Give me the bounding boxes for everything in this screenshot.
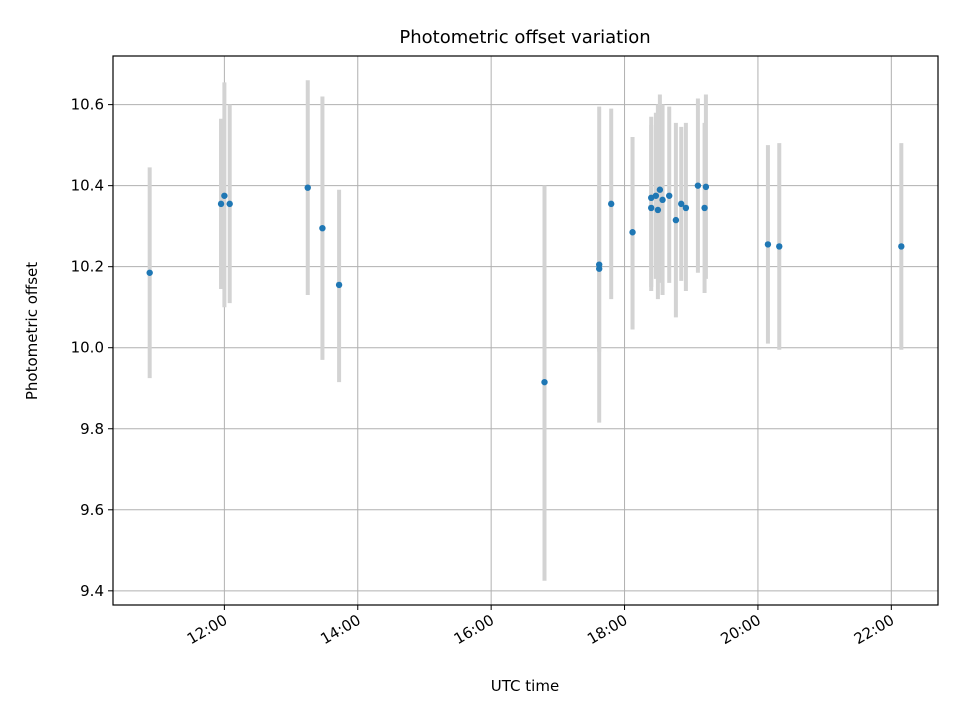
chart-title: Photometric offset variation (399, 27, 650, 48)
data-point (672, 216, 680, 224)
y-axis-label: Photometric offset (23, 262, 41, 400)
data-point (694, 182, 702, 189)
data-point (652, 192, 660, 199)
data-point (648, 204, 655, 212)
data-point (335, 281, 343, 289)
data-point (776, 243, 783, 250)
data-point (898, 243, 905, 250)
data-point (146, 269, 153, 276)
data-point (656, 186, 664, 193)
y-tick-label: 9.8 (80, 420, 104, 438)
data-point (217, 200, 225, 208)
x-axis-label: UTC time (491, 677, 559, 695)
data-points (146, 182, 905, 386)
data-point (702, 183, 710, 191)
data-point (682, 204, 690, 212)
data-point (304, 184, 311, 191)
plot-frame (112, 55, 939, 606)
y-tick-label: 9.4 (80, 582, 104, 600)
data-point (701, 204, 708, 212)
y-tick-label: 9.6 (80, 501, 104, 519)
data-point (226, 200, 233, 208)
y-tick-label: 10.0 (71, 339, 104, 357)
data-point (221, 192, 228, 199)
data-point (541, 378, 548, 386)
data-point (666, 192, 673, 199)
y-axis-ticks: 9.4 9.6 9.8 10.0 10.2 10.4 10.6 (71, 96, 113, 600)
y-tick-label: 10.4 (71, 177, 104, 195)
data-point (678, 200, 685, 208)
data-point (595, 265, 603, 272)
y-tick-label: 10.2 (71, 258, 104, 276)
data-point (608, 200, 615, 208)
grid (113, 56, 938, 605)
data-point (319, 224, 326, 232)
data-point (764, 241, 772, 248)
data-point (659, 196, 666, 204)
data-point (654, 206, 662, 214)
data-point (629, 229, 636, 236)
y-tick-label: 10.6 (71, 96, 104, 114)
